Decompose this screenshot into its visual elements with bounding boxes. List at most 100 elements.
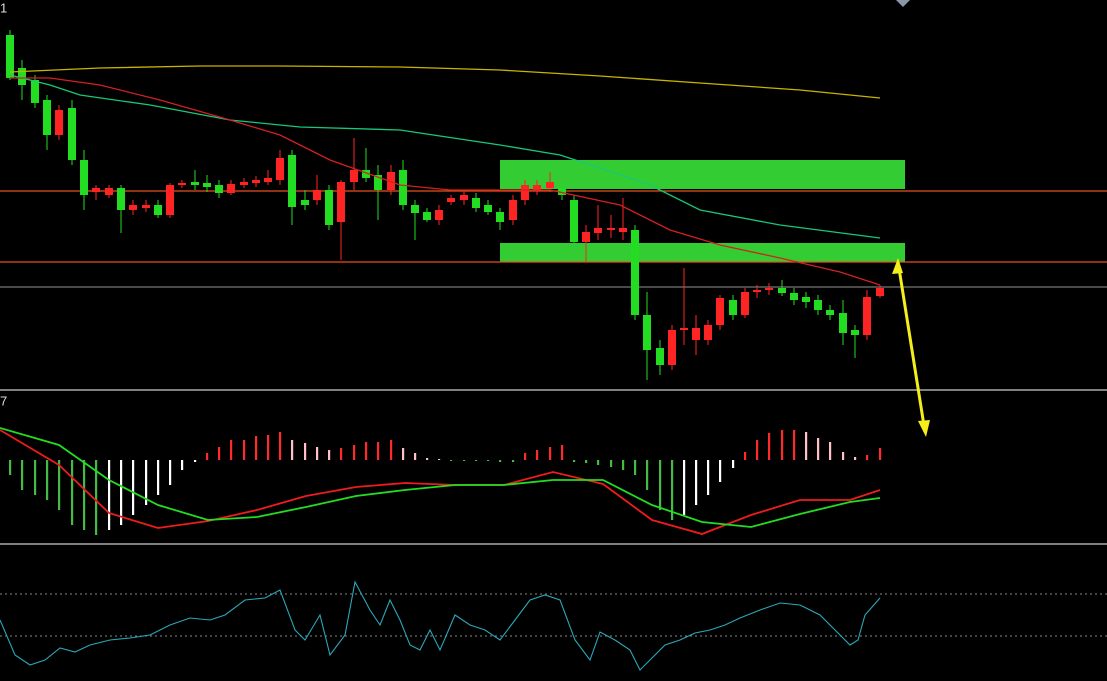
candle-body [435,210,443,220]
panel-label: 7 [0,393,7,408]
histogram-bar [402,448,405,460]
histogram-bar [805,432,808,460]
histogram-bar [585,460,588,463]
histogram-bar [304,443,307,460]
candle-body [460,195,468,200]
histogram-bar [732,460,735,468]
candle-body [496,212,504,222]
moving-average [9,65,881,99]
candle-body [191,182,199,185]
histogram-bar [707,460,710,495]
candle-body [154,205,162,215]
candle-body [814,300,822,310]
zone [500,160,905,189]
candle-body [166,185,174,215]
candle-body [68,108,76,160]
histogram-bar [377,442,380,460]
candle-body [399,170,407,205]
candle-body [92,188,100,192]
histogram-bar [353,445,356,460]
candle-body [6,35,14,78]
histogram-bar [426,458,429,460]
candle-body [876,288,884,296]
histogram-bar [561,445,564,460]
histogram-bar [536,450,539,460]
histogram-bar [169,460,172,485]
histogram-bar [659,460,662,510]
candle-body [484,205,492,212]
candle-body [704,325,712,340]
candle-body [288,155,296,207]
candle-body [105,188,113,195]
candle-body [276,158,284,180]
candle-body [716,298,724,325]
oscillator-line [0,580,881,671]
histogram-bar [866,455,869,460]
candle-body [594,228,602,233]
moving-average [10,77,881,286]
candle-body [533,185,541,190]
candle-body [656,348,664,365]
histogram-bar [21,460,24,490]
histogram-bar [340,448,343,460]
candle-body [619,228,627,232]
candle-body [411,205,419,213]
candle-body [117,188,125,210]
candle-body [680,328,688,330]
candle-body [264,178,272,182]
candle-body [55,110,63,135]
candle-body [729,300,737,315]
candle-body [350,170,358,182]
candle-body [509,200,517,220]
histogram-bar [756,440,759,460]
histogram-bar [390,440,393,460]
candle-body [80,160,88,195]
candle-body [753,290,761,292]
marker-icon [896,0,910,7]
histogram-bar [512,460,515,462]
histogram-bar [695,460,698,505]
histogram-bar [768,433,771,460]
histogram-bar [316,447,319,460]
candle-body [546,182,554,188]
candle-body [178,183,186,185]
candle-body [362,170,370,178]
histogram-bar [597,460,600,465]
candle-body [863,297,871,335]
candle-body [227,184,235,193]
histogram-bar [194,460,197,462]
panel-label: 1 [0,0,7,15]
candle-body [31,80,39,103]
candle-body [301,200,309,205]
candle-body [337,182,345,222]
histogram-bar [34,460,37,495]
candle-body [558,188,566,195]
histogram-bar [291,440,294,460]
candle-body [142,205,150,208]
histogram-bar [744,452,747,460]
candle-body [851,330,859,335]
histogram-bar [255,436,258,460]
candle-body [778,288,786,293]
histogram-bar [573,460,576,462]
candle-body [240,182,248,185]
candle-body [18,68,26,85]
histogram-bar [829,442,832,460]
candle-body [582,232,590,242]
candle-body [472,198,480,208]
candle-body [668,330,676,365]
candle-body [423,212,431,220]
histogram-bar [71,460,74,525]
candle-body [203,183,211,187]
histogram-bar [157,460,160,495]
histogram-bar [243,440,246,460]
candle-body [252,180,260,183]
histogram-bar [83,460,86,530]
histogram-bar [328,450,331,460]
candle-body [325,190,333,225]
histogram-bar [230,440,233,460]
candle-body [43,100,51,135]
candle-body [607,228,615,230]
candle-body [387,172,395,190]
histogram-bar [842,452,845,460]
